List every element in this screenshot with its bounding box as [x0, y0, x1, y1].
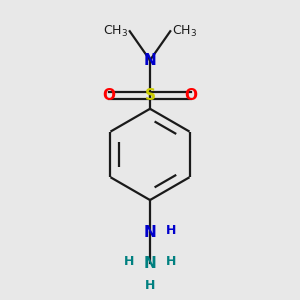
Text: N: N — [144, 53, 156, 68]
Text: CH$_3$: CH$_3$ — [103, 24, 128, 39]
Text: O: O — [102, 88, 115, 103]
Text: H: H — [124, 255, 135, 268]
Text: H: H — [145, 279, 155, 292]
Text: N: N — [144, 225, 156, 240]
Text: CH$_3$: CH$_3$ — [172, 24, 197, 39]
Text: H: H — [165, 255, 176, 268]
Text: N: N — [144, 256, 156, 271]
Text: S: S — [145, 88, 155, 103]
Text: O: O — [185, 88, 198, 103]
Text: H: H — [165, 224, 176, 238]
